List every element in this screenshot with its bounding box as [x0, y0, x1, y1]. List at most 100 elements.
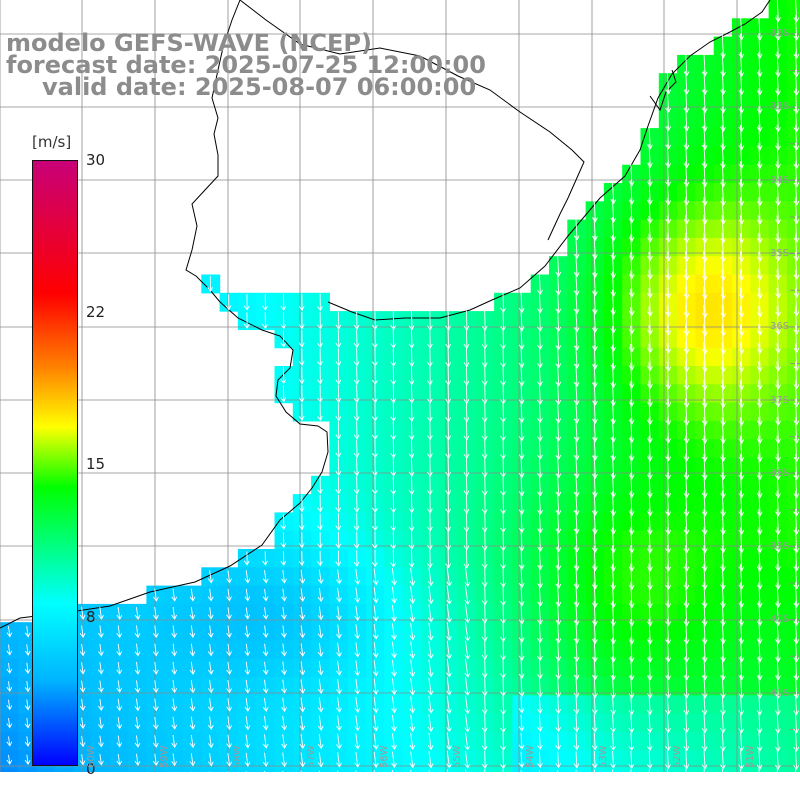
wind-arrow: [756, 713, 763, 734]
wind-arrow: [647, 380, 653, 408]
wind-arrow: [683, 107, 690, 132]
wind-arrow: [701, 161, 708, 188]
wind-arrow: [79, 717, 86, 730]
lat-label: 39S: [770, 541, 790, 552]
wind-arrow: [518, 309, 525, 332]
wind-arrow: [610, 399, 617, 425]
lat-label: 38S: [770, 468, 790, 479]
wind-arrow: [646, 472, 653, 498]
wind-arrow: [189, 716, 196, 730]
wind-arrow: [464, 750, 471, 769]
wind-arrow: [756, 582, 763, 608]
wind-arrow: [628, 545, 635, 572]
wind-arrow: [628, 454, 635, 480]
wind-arrow: [317, 550, 323, 567]
wind-arrow: [683, 179, 690, 206]
wind-arrow: [610, 619, 617, 645]
wind-arrow: [463, 548, 470, 569]
wind-arrow: [537, 474, 543, 497]
wind-arrow: [555, 732, 562, 751]
colorbar-unit: [m/s]: [32, 133, 72, 151]
colorbar-tick-15: 15: [86, 455, 106, 473]
wind-arrow: [518, 657, 525, 679]
wind-arrow: [665, 417, 672, 444]
wind-arrow: [481, 640, 488, 660]
wind-arrow: [299, 752, 306, 768]
wind-arrow: [701, 600, 708, 627]
colorbar-tick-30: 30: [86, 151, 106, 169]
wind-arrow: [171, 588, 178, 602]
wind-arrow: [6, 754, 13, 765]
wind-arrow: [683, 417, 690, 444]
wind-arrow: [756, 124, 763, 151]
wind-arrow: [738, 435, 745, 462]
wind-cell: [786, 109, 800, 129]
wind-arrow: [409, 586, 416, 605]
wind-arrow: [281, 697, 288, 713]
wind-arrow: [775, 161, 781, 188]
wind-arrow: [464, 714, 471, 733]
wind-arrow: [720, 342, 727, 373]
wind-arrow: [793, 33, 800, 60]
wind-arrow: [391, 751, 397, 769]
wind-arrow: [281, 734, 288, 749]
wind-arrow: [610, 563, 617, 590]
wind-arrow: [793, 197, 800, 225]
wind-arrow: [665, 251, 672, 281]
wind-arrow: [518, 676, 525, 697]
colorbar-tick-0: 0: [86, 760, 96, 778]
wind-arrow: [372, 751, 379, 768]
wind-arrow: [775, 251, 781, 280]
wind-arrow: [647, 233, 653, 261]
wind-arrow: [354, 715, 361, 732]
wind-arrow: [281, 679, 287, 694]
wind-arrow: [500, 602, 506, 625]
wind-arrow: [793, 417, 800, 444]
wind-arrow: [299, 643, 306, 657]
wind-arrow: [391, 659, 397, 677]
wind-arrow: [756, 361, 763, 390]
wind-arrow: [225, 294, 232, 311]
wind-arrow: [592, 509, 598, 535]
wind-arrow: [427, 604, 434, 623]
wind-arrow: [738, 51, 745, 77]
wind-arrow: [756, 490, 763, 517]
wind-arrow: [445, 347, 452, 368]
wind-arrow: [464, 566, 471, 587]
wind-arrow: [665, 287, 672, 318]
wind-arrow: [738, 619, 745, 645]
wind-arrow: [774, 731, 781, 752]
wind-arrow: [592, 363, 598, 388]
wind-arrow: [372, 402, 378, 422]
wind-arrow: [372, 587, 379, 604]
wind-arrow: [298, 385, 305, 403]
wind-arrow: [518, 346, 525, 368]
wind-arrow: [372, 660, 379, 677]
wind-arrow: [372, 439, 378, 459]
wind-arrow: [701, 750, 708, 770]
wind-arrow: [299, 697, 306, 713]
wind-arrow: [628, 732, 635, 751]
wind-arrow: [756, 509, 763, 535]
wind-arrow: [573, 345, 580, 369]
wind-arrow: [336, 752, 342, 768]
wind-arrow: [409, 733, 416, 751]
wind-arrow: [371, 549, 378, 568]
wind-arrow: [372, 678, 379, 695]
wind-arrow: [6, 681, 13, 693]
lat-label: 36S: [770, 321, 790, 332]
wind-arrow: [390, 311, 397, 331]
wind-arrow: [665, 305, 672, 336]
wind-arrow: [665, 545, 672, 572]
wind-arrow: [298, 495, 305, 513]
wind-arrow: [353, 457, 360, 477]
wind-arrow: [189, 661, 196, 675]
wind-arrow: [793, 564, 800, 590]
wind-arrow: [518, 602, 525, 625]
wind-arrow: [317, 403, 323, 422]
wind-arrow: [555, 346, 562, 369]
wind-arrow: [537, 328, 543, 350]
wind-arrow: [665, 70, 672, 95]
wind-arrow: [409, 567, 416, 586]
wind-arrow: [79, 680, 86, 693]
